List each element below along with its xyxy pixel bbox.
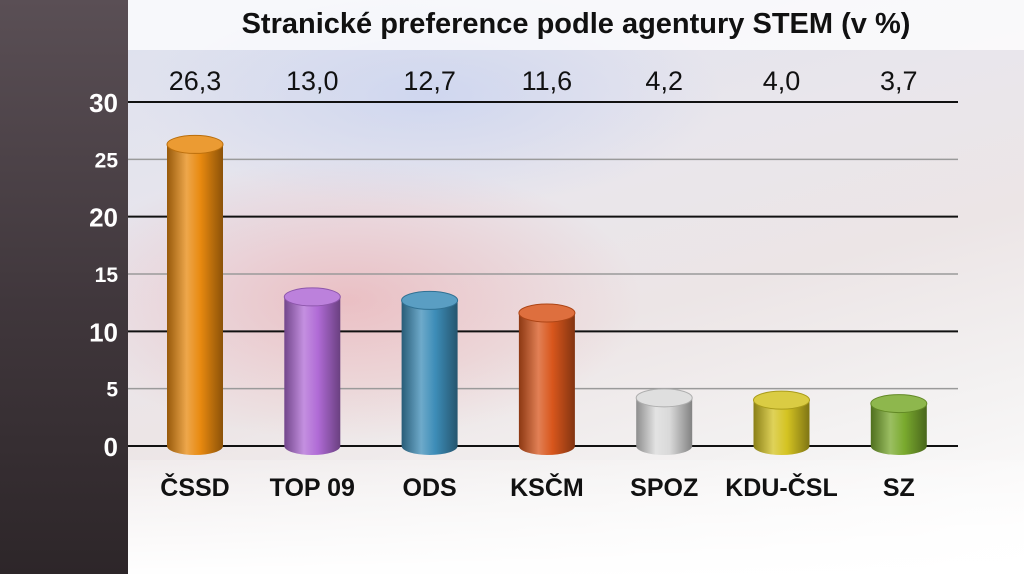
bar-top-5: [753, 390, 810, 410]
bar-6: [870, 403, 927, 455]
title-bar: [128, 0, 1024, 50]
category-label: KDU-ČSL: [725, 472, 838, 502]
y-tick-label: 5: [106, 379, 118, 402]
data-label: 11,6: [522, 66, 573, 96]
bar-top-6: [870, 394, 928, 414]
bar-4: [636, 397, 693, 455]
category-label: ČSSD: [160, 472, 229, 502]
data-label: 12,7: [403, 66, 456, 96]
left-band: [0, 0, 128, 574]
data-label: 13,0: [286, 66, 339, 96]
category-label: TOP 09: [270, 474, 355, 502]
category-label: SPOZ: [630, 474, 698, 502]
y-tick-label: 0: [104, 432, 118, 462]
bar-top-1: [283, 287, 341, 307]
data-label: 26,3: [169, 66, 222, 96]
bar-0: [167, 144, 223, 455]
bottom-fade: [128, 460, 1024, 574]
bar-top-4: [635, 388, 693, 408]
data-label: 4,2: [645, 66, 683, 96]
category-label: ODS: [403, 474, 457, 502]
data-label: 4,0: [763, 66, 801, 96]
bar-top-2: [401, 290, 459, 310]
bar-top-3: [518, 303, 576, 323]
y-tick-label: 10: [89, 317, 118, 347]
category-label: SZ: [883, 474, 915, 502]
y-tick-label: 30: [89, 88, 118, 118]
chart-title: Stranické preference podle agentury STEM…: [241, 8, 911, 40]
y-tick-label: 15: [95, 264, 119, 287]
data-label: 3,7: [880, 66, 918, 96]
bar-1: [284, 296, 341, 455]
category-label: KSČM: [510, 472, 584, 502]
bar-top-0: [166, 134, 224, 154]
y-tick-label: 25: [95, 149, 119, 172]
bar-5: [753, 400, 810, 455]
y-tick-label: 20: [89, 203, 118, 233]
bar-3: [518, 312, 575, 455]
bar-2: [401, 300, 458, 455]
